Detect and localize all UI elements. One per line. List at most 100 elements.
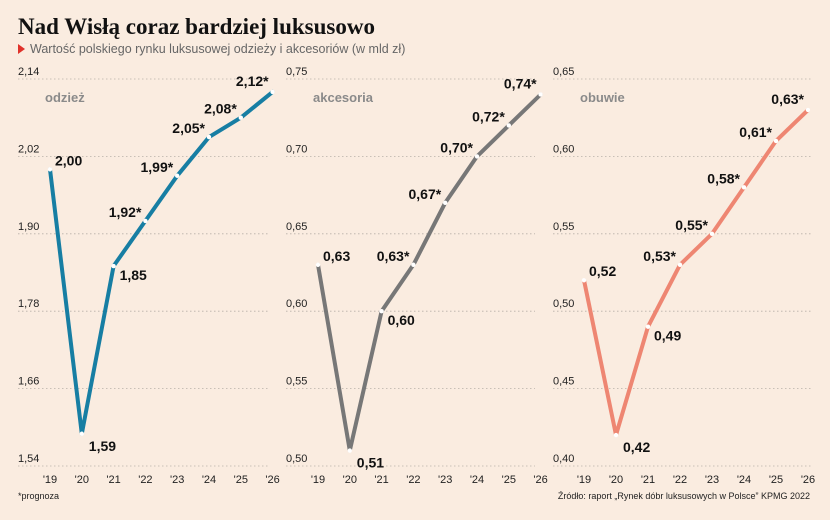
data-label-value: 0,61 [739,124,766,140]
forecast-asterisk: * [468,139,474,155]
data-label: 1,85 [120,267,147,283]
y-tick-label: 0,65 [553,66,574,78]
y-tick-label: 0,55 [286,376,307,388]
footnote: *prognoza [18,491,60,501]
chart-panel-1: 0,75 0,70 0,65 0,60 0,55 0,50 akcesoria '19 '20 '… [286,66,548,486]
data-label: 0,70* [440,139,473,155]
y-tick-label: 1,66 [18,376,39,388]
data-point [206,134,212,140]
data-point [474,154,480,159]
data-label-value: 2,12 [236,73,263,89]
x-tick-label: '26 [533,474,547,486]
forecast-asterisk: * [703,217,709,233]
data-point [47,167,53,172]
x-tick-label: '19 [43,474,57,486]
data-label-value: 0,72 [472,108,499,124]
data-point [805,107,811,113]
x-tick-label: '24 [470,474,484,486]
data-point [773,138,779,144]
y-tick-label: 0,65 [286,221,307,233]
data-point [677,262,683,267]
data-label-value: 0,70 [440,139,467,155]
data-label: 1,99* [140,159,173,175]
series-line [316,92,543,453]
data-label: 2,08* [204,101,237,117]
data-point [270,89,275,95]
x-tick-label: '22 [406,474,420,486]
data-label: 2,05* [172,120,205,136]
y-tick-label: 0,55 [553,221,574,233]
x-tick-label: '24 [737,474,751,486]
forecast-asterisk: * [136,204,142,220]
data-point [111,263,116,269]
data-label-value: 0,63 [377,248,404,264]
x-tick-label: '20 [75,474,89,486]
forecast-asterisk: * [799,91,805,107]
x-tick-label: '20 [609,474,623,486]
y-tick-label: 2,02 [18,143,39,155]
source-note: Źródło: raport „Rynek dóbr luksusowych w… [557,491,810,501]
data-label: 0,42 [623,439,650,455]
data-label: 0,52 [589,263,616,279]
data-label: 0,61* [739,124,772,140]
panel-title: akcesoria [313,90,374,105]
data-point [709,231,715,236]
data-point [175,173,180,178]
data-point [379,309,384,314]
data-label: 0,67* [408,186,441,202]
y-tick-label: 1,90 [18,221,39,233]
forecast-asterisk: * [231,101,237,117]
data-point [581,278,587,283]
data-label-value: 0,67 [408,186,435,202]
y-tick-label: 0,70 [286,143,307,155]
forecast-asterisk: * [671,248,677,264]
x-tick-label: '19 [577,474,591,486]
x-tick-label: '21 [641,474,655,486]
x-tick-label: '19 [311,474,325,486]
triangle-marker-icon [18,44,25,54]
y-tick-label: 0,40 [553,453,574,465]
x-tick-label: '22 [138,474,152,486]
data-label: 2,12* [236,73,269,89]
data-label-value: 1,92 [109,204,136,220]
y-tick-label: 0,50 [286,453,307,465]
x-tick-label: '24 [202,474,216,486]
page-title: Nad Wisłą coraz bardziej luksusowo [18,14,375,39]
y-tick-label: 1,54 [18,453,39,465]
x-tick-label: '26 [265,474,279,486]
y-tick-label: 0,45 [553,376,574,388]
data-label: 0,63 [323,248,350,264]
data-label: 0,63* [771,91,804,107]
data-label-value: 2,08 [204,101,231,117]
subtitle: Wartość polskiego rynku luksusowej odzie… [18,42,405,56]
x-tick-label: '21 [106,474,120,486]
data-label: 0,74* [504,75,537,91]
data-label: 0,55* [675,217,708,233]
data-point [79,431,85,436]
y-tick-label: 0,75 [286,66,307,78]
forecast-asterisk: * [531,75,537,91]
chart-panel-0: 2,14 2,02 1,90 1,78 1,66 1,54 odzież '19 '20 '21 '… [18,66,280,486]
x-tick-label: '25 [234,474,248,486]
forecast-asterisk: * [168,159,174,175]
data-label-value: 0,55 [675,217,702,233]
x-tick-label: '23 [705,474,719,486]
data-label: 0,58* [707,170,740,186]
subtitle-text: Wartość polskiego rynku luksusowej odzie… [30,42,406,56]
data-point [143,218,148,224]
data-label-value: 0,74 [504,75,531,91]
forecast-asterisk: * [436,186,442,202]
forecast-asterisk: * [200,120,206,136]
chart-panel-2: 0,65 0,60 0,55 0,50 0,45 0,40 obuwie '19 '20 '21 '… [553,66,815,486]
data-label: 1,59 [89,438,116,454]
data-label: 0,63* [377,248,410,264]
x-tick-label: '20 [343,474,357,486]
data-point [645,324,651,329]
x-tick-label: '22 [673,474,687,486]
x-tick-label: '23 [170,474,184,486]
data-label: 0,49 [654,328,681,344]
panel-title: obuwie [580,90,625,105]
y-tick-label: 0,60 [286,298,307,310]
y-tick-label: 1,78 [18,298,39,310]
